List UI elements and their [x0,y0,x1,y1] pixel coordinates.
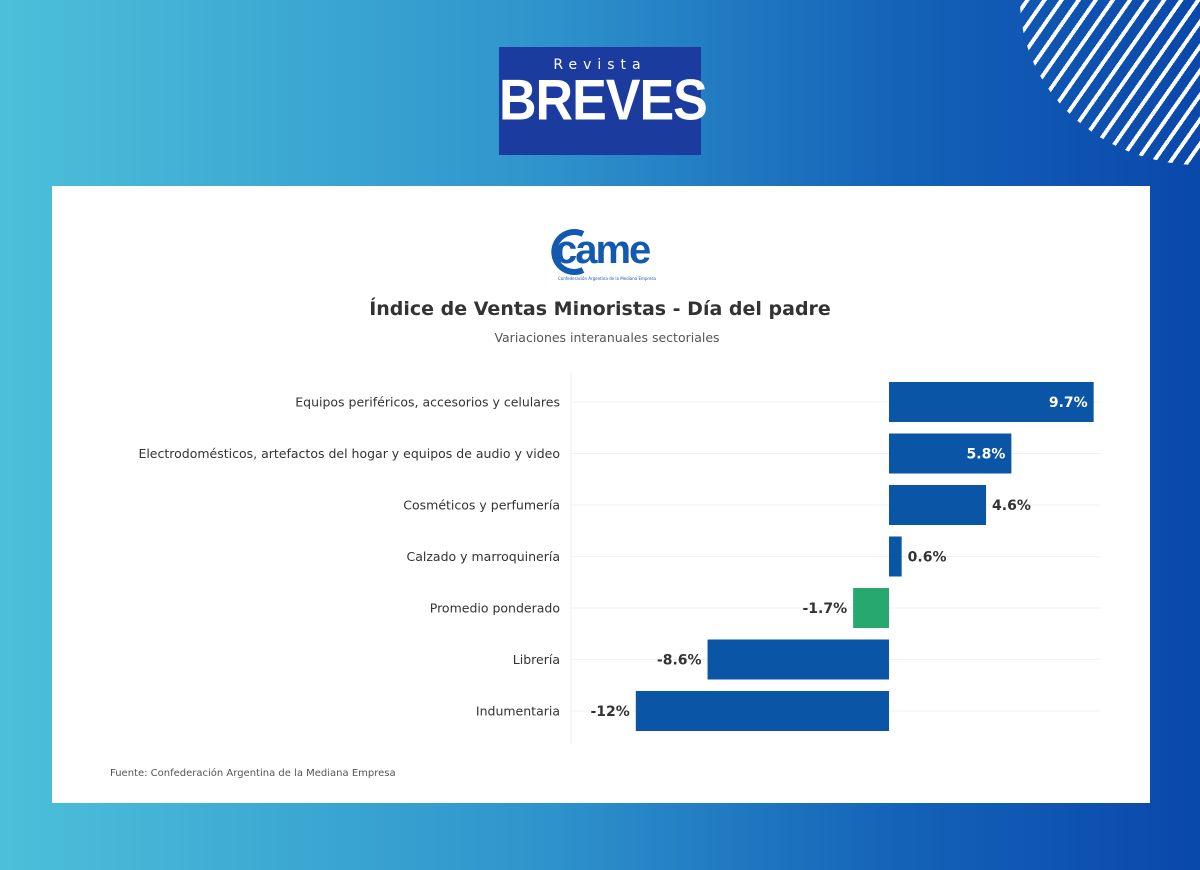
data-label: 9.7% [1049,395,1088,411]
category-label: Electrodomésticos, artefactos del hogar … [138,446,560,461]
chart-source: Fuente: Confederación Argentina de la Me… [110,768,396,779]
chart-subtitle: Variaciones interanuales sectoriales [494,330,720,345]
came-logo-text: came [555,228,651,272]
bar [635,691,889,731]
category-label: Indumentaria [476,704,560,719]
bar [889,536,902,577]
category-label: Promedio ponderado [430,601,560,616]
bar [853,588,889,628]
revista-breves-logo: Revista BREVES [499,47,708,155]
came-tagline: Confederación Argentina de la Mediana Em… [558,276,656,281]
data-label: 4.6% [992,498,1031,514]
logo-name: BREVES [499,69,708,133]
category-label: Librería [513,652,560,667]
data-label: -8.6% [657,653,702,669]
bar [707,639,889,680]
came-logo: came Confederación Argentina de la Media… [537,224,677,290]
data-label: -1.7% [802,601,847,617]
bar [889,382,1094,422]
category-label: Cosméticos y perfumería [403,498,560,513]
bar [889,485,987,525]
logo-top-text: Revista [553,57,647,73]
data-label: 5.8% [967,447,1006,463]
category-label: Calzado y marroquinería [407,549,561,564]
came-c-icon [551,229,585,275]
data-label: -12% [590,704,629,720]
category-label: Equipos periféricos, accesorios y celula… [295,395,560,410]
chart-title: Índice de Ventas Minoristas - Día del pa… [369,298,831,320]
bar [889,433,1012,474]
data-label: 0.6% [908,550,947,566]
